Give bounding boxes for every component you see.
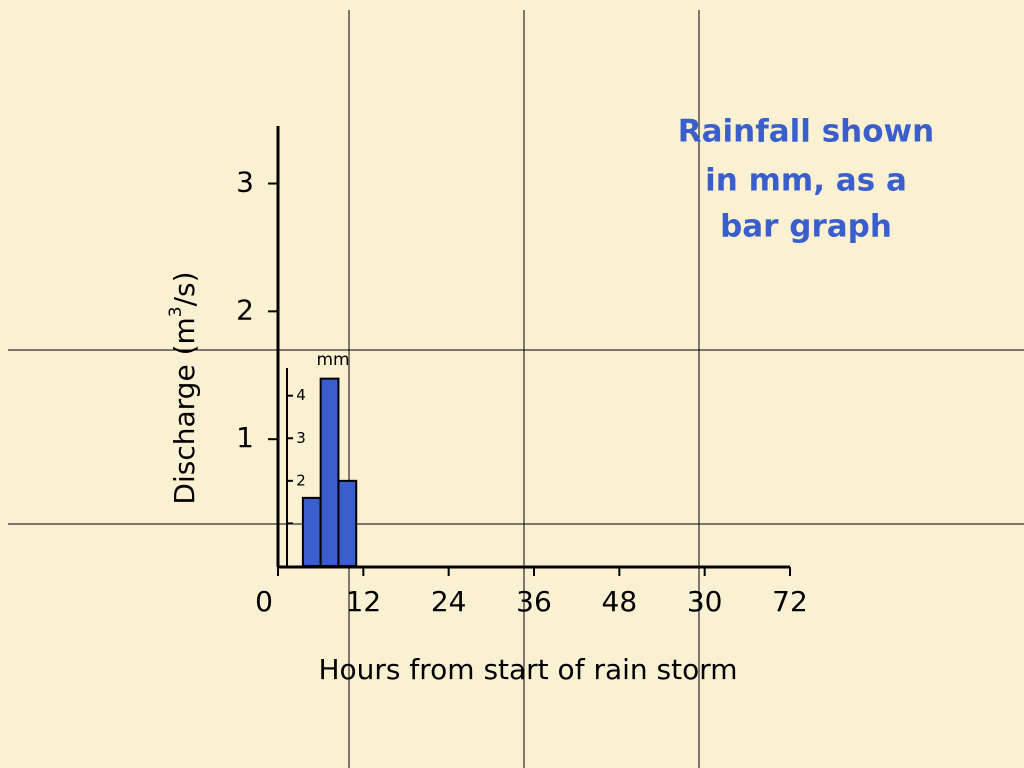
rain-bar <box>319 377 340 568</box>
y-label-part: Discharge (m <box>168 317 201 504</box>
x-tick-label: 30 <box>687 585 723 618</box>
y-label-part: /s) <box>168 271 201 306</box>
rain-tick-label: 3 <box>296 429 306 447</box>
y-axis-label: Discharge (m3/s) <box>166 271 201 504</box>
annotation-line: bar graph <box>720 209 892 245</box>
x-tick-label: 36 <box>516 585 552 618</box>
x-tick-label: 0 <box>255 585 273 618</box>
x-axis-label: Hours from start of rain storm <box>318 653 737 686</box>
x-tick-label: 48 <box>602 585 638 618</box>
x-tick-label: 24 <box>431 585 467 618</box>
x-tick-label: 72 <box>772 585 808 618</box>
annotation-line: in mm, as a <box>705 163 907 199</box>
y-label-sup: 3 <box>166 306 186 317</box>
annotation: Rainfall shown in mm, as a bar graph <box>678 114 934 245</box>
rain-tick-label: 2 <box>296 471 306 489</box>
y-tick-label: 1 <box>236 421 254 454</box>
rain-bar <box>337 479 358 568</box>
rain-tick-label: 4 <box>296 386 306 404</box>
y-tick-label: 2 <box>236 293 254 326</box>
x-tick-label: 12 <box>346 585 382 618</box>
y-tick-label: 3 <box>236 166 254 199</box>
annotation-line: Rainfall shown <box>678 114 934 150</box>
rain-bar <box>301 496 322 568</box>
rain-unit: mm <box>316 350 349 370</box>
